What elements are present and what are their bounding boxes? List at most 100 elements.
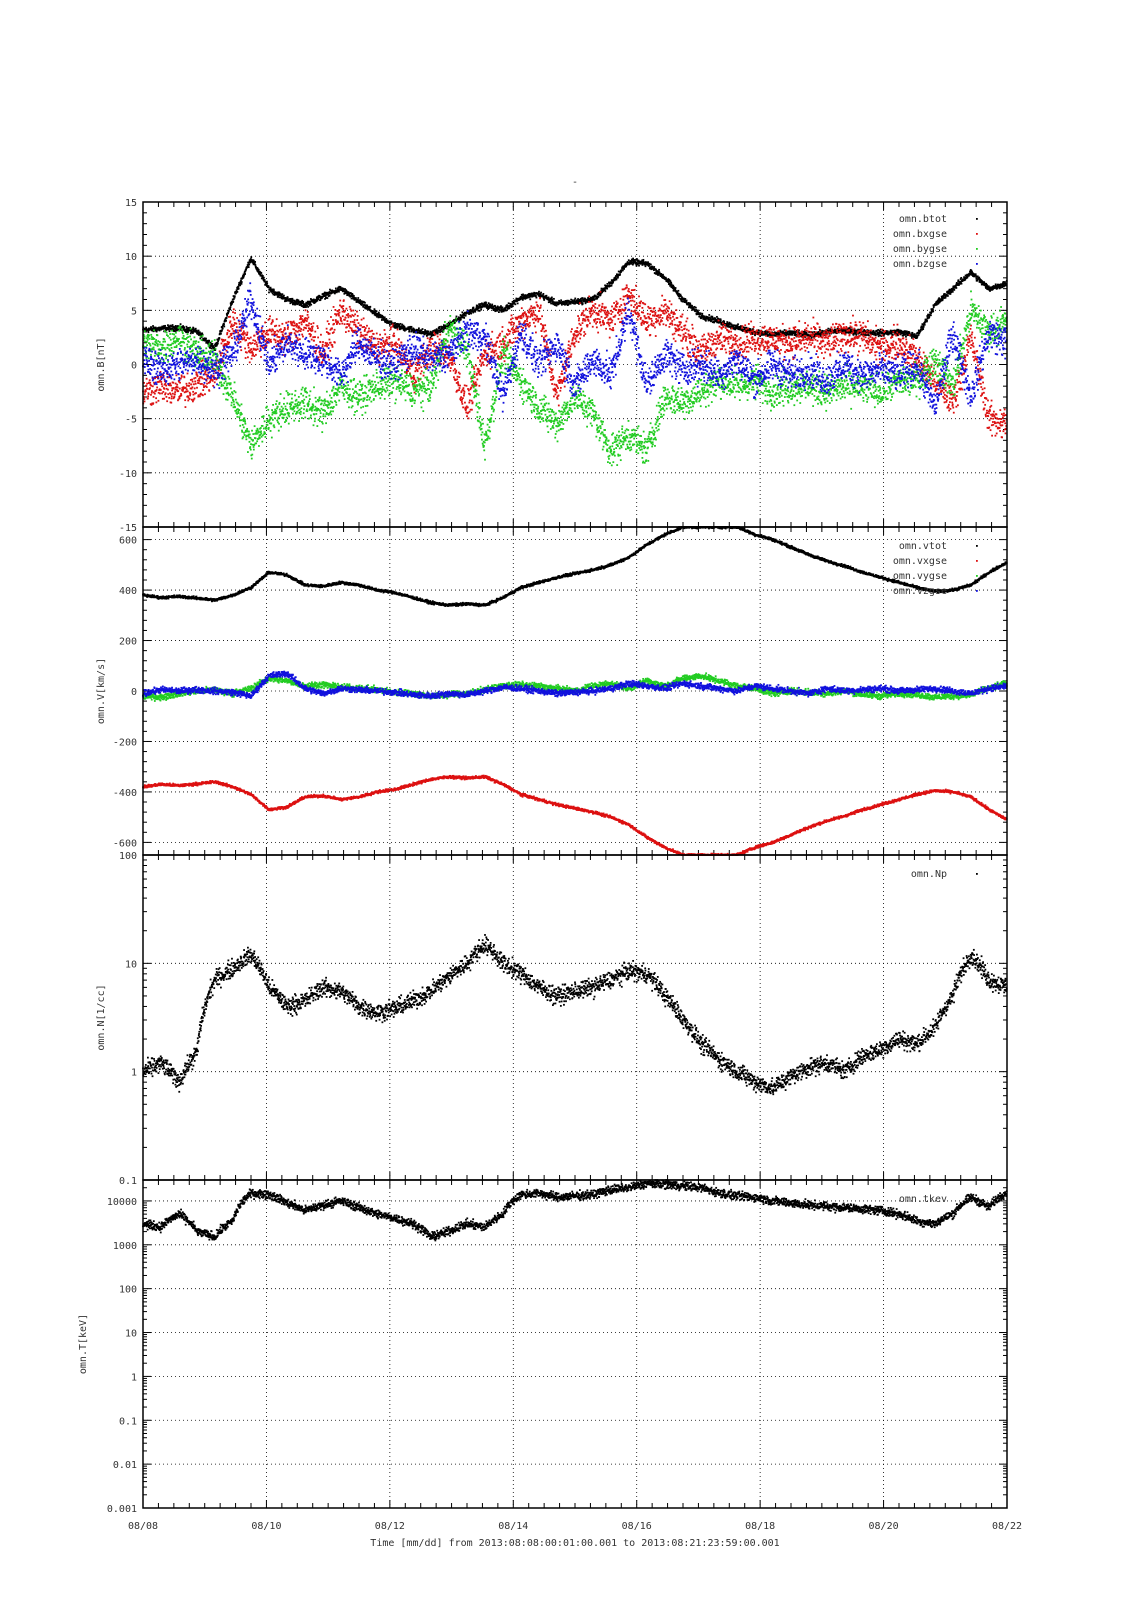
data-point [223,326,225,328]
data-point [335,288,337,290]
data-point [258,269,260,271]
data-point [716,316,718,318]
panels-container: -15-10-5051015omn.B[nT]omn.btotomn.bxgse… [78,198,1022,1532]
data-point [350,292,352,294]
data-point [169,330,171,332]
data-point [241,281,243,283]
data-point [313,299,315,301]
data-point [193,328,195,330]
data-point [226,317,228,319]
data-point [218,337,220,339]
data-point [784,329,786,331]
y-axis-label: omn.B[nT] [96,337,107,391]
data-point [378,316,380,318]
data-point [260,272,262,274]
y-tick-label: 15 [125,198,137,209]
data-point [389,324,391,326]
y-tick-label: -5 [125,415,137,426]
data-point [647,261,649,263]
data-point [577,298,579,300]
data-point [672,285,674,287]
data-point [618,271,620,273]
data-point [232,301,234,303]
data-point [212,343,214,345]
data-point [474,311,476,313]
data-point [492,306,494,308]
data-point [283,295,285,297]
data-point [338,291,340,293]
data-point [542,293,544,295]
data-point [270,287,272,289]
data-point [594,298,596,300]
data-point [205,338,207,340]
data-point [700,312,702,314]
data-point [460,319,462,321]
data-point [400,323,402,325]
data-point [238,288,240,290]
data-point [428,331,430,333]
data-point [456,316,458,318]
data-point [359,299,361,301]
data-point [498,311,500,313]
data-point [220,333,222,335]
data-point [540,292,542,294]
data-point [818,331,820,333]
data-point [695,309,697,311]
y-tick-label: 10 [125,252,137,263]
y-tick-label: -10 [119,469,137,480]
data-point [606,288,608,290]
data-point [566,302,568,304]
data-point [683,298,685,300]
data-point [508,302,510,304]
data-point [849,327,851,329]
data-point [536,297,538,299]
data-point [222,328,224,330]
data-point [289,302,291,304]
data-point [254,264,256,266]
data-point [329,295,331,297]
data-point [675,287,677,289]
data-point [463,317,465,319]
data-point [376,310,378,312]
data-point [266,281,268,283]
data-point [479,310,481,312]
data-point [491,304,493,306]
data-point [385,318,387,320]
data-point [208,340,210,342]
data-point [705,320,707,322]
data-point [381,319,383,321]
data-point [436,328,438,330]
data-point [758,329,760,331]
data-point [221,330,223,332]
data-point [300,303,302,305]
data-point [535,295,537,297]
y-tick-label: 5 [131,306,137,317]
data-point [548,297,550,299]
data-point [357,297,359,299]
data-point [281,293,283,295]
data-point [250,256,252,258]
data-point [611,285,613,287]
data-point [611,279,613,281]
data-point [735,328,737,330]
data-point [517,303,519,305]
data-point [391,321,393,323]
data-point [487,304,489,306]
data-point [230,306,232,308]
data-point [670,282,672,284]
data-point [411,326,413,328]
chart-panel-1: -15-10-5051015omn.B[nT]omn.btotomn.bxgse… [96,198,1008,534]
data-point [695,307,697,309]
data-point [374,308,376,310]
data-point [638,265,640,267]
data-point [223,323,225,325]
data-point [582,303,584,305]
data-point [543,299,545,301]
data-point [538,291,540,293]
data-point [234,295,236,297]
data-point [175,325,177,327]
data-point [320,299,322,301]
data-point [855,334,857,336]
data-point [551,299,553,301]
data-point [473,308,475,310]
